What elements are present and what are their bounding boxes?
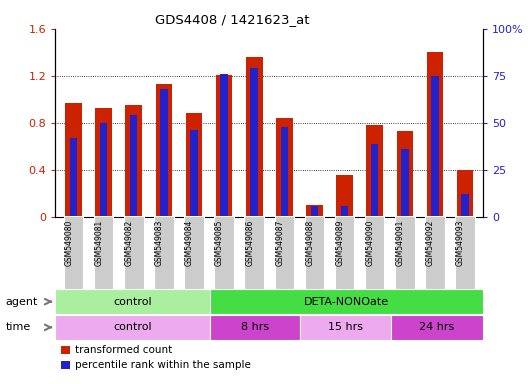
Text: GSM549090: GSM549090 [366,220,375,266]
Bar [64,216,83,289]
Bar [457,170,473,217]
Bar [306,205,323,217]
Bar [100,123,107,217]
Text: control: control [114,322,152,333]
Text: GSM549086: GSM549086 [245,220,254,266]
Bar [246,57,262,217]
Text: GSM549087: GSM549087 [275,220,285,266]
Text: GSM549093: GSM549093 [456,220,465,266]
Bar [94,216,114,289]
Bar [371,144,379,217]
Bar [427,52,443,217]
Bar [280,127,288,217]
Bar [391,315,483,340]
Bar [250,68,258,217]
Text: 24 hrs: 24 hrs [419,322,455,333]
Text: GSM549082: GSM549082 [125,220,134,266]
Bar [455,216,475,289]
Bar [365,216,384,289]
Bar [186,114,202,217]
Bar [276,118,293,217]
Bar [397,131,413,217]
Bar [65,103,82,217]
Bar [210,289,483,314]
Text: GSM549089: GSM549089 [336,220,345,266]
Text: 8 hrs: 8 hrs [241,322,269,333]
Bar [335,216,354,289]
Text: 15 hrs: 15 hrs [328,322,363,333]
Bar [395,216,414,289]
Bar [210,315,300,340]
Bar [300,315,391,340]
Bar [311,206,318,217]
Text: GSM549083: GSM549083 [155,220,164,266]
Text: DETA-NONOate: DETA-NONOate [304,296,389,307]
Bar [126,105,142,217]
Bar [214,216,234,289]
Bar [160,89,167,217]
Bar [154,216,174,289]
Bar [220,74,228,217]
Bar [244,216,264,289]
Text: GSM549084: GSM549084 [185,220,194,266]
Bar [366,125,383,217]
Text: agent: agent [5,296,37,307]
Bar [184,216,204,289]
Text: GSM549092: GSM549092 [426,220,435,266]
Bar [96,108,112,217]
Bar [216,74,232,217]
Bar [156,84,172,217]
Bar [190,131,197,217]
Text: time: time [5,322,31,333]
Bar [305,216,324,289]
Bar [341,206,348,217]
Bar [124,216,144,289]
Text: GSM549091: GSM549091 [396,220,405,266]
Bar [55,289,210,314]
Text: GSM549080: GSM549080 [64,220,73,266]
Legend: transformed count, percentile rank within the sample: transformed count, percentile rank withi… [61,345,251,371]
Bar [401,149,409,217]
Text: GDS4408 / 1421623_at: GDS4408 / 1421623_at [155,13,309,26]
Bar [431,76,439,217]
Text: GSM549081: GSM549081 [95,220,103,266]
Bar [130,115,137,217]
Text: GSM549085: GSM549085 [215,220,224,266]
Text: GSM549088: GSM549088 [306,220,315,266]
Bar [55,315,210,340]
Bar [336,175,353,217]
Bar [461,194,469,217]
Text: control: control [114,296,152,307]
Bar [275,216,294,289]
Bar [425,216,445,289]
Bar [70,138,77,217]
